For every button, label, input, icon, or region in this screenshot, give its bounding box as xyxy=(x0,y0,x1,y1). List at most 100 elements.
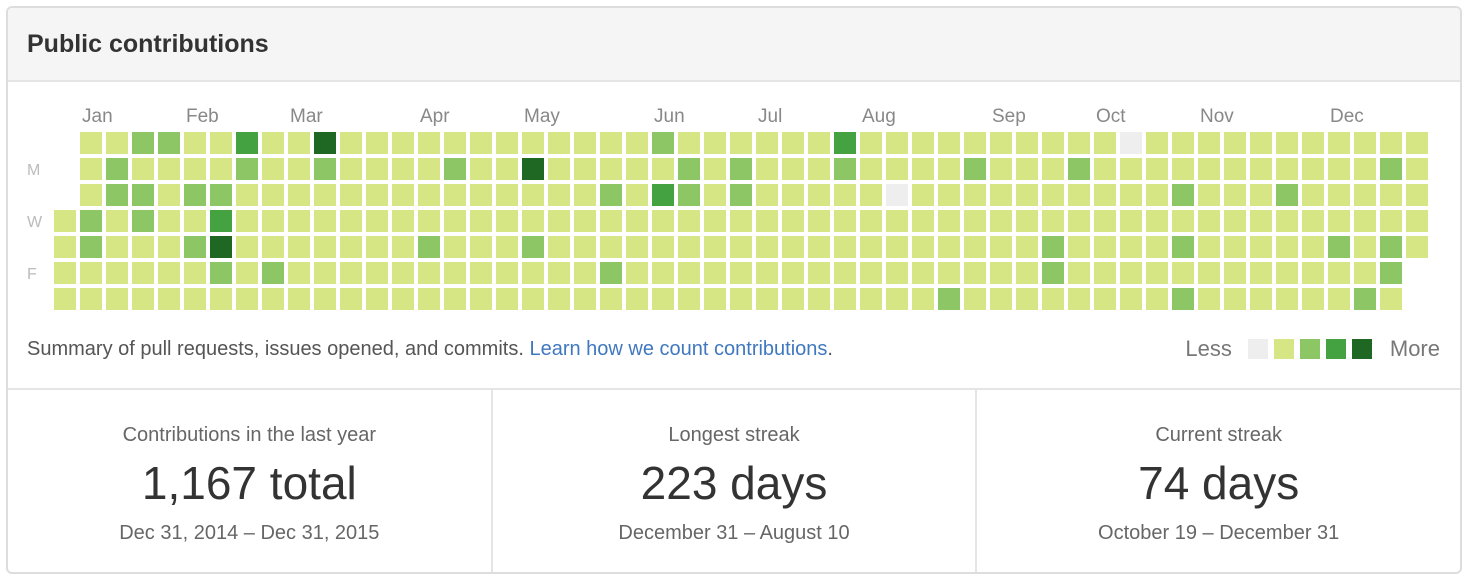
day-cell[interactable] xyxy=(1172,288,1194,310)
day-cell[interactable] xyxy=(314,132,336,154)
day-cell[interactable] xyxy=(106,236,128,258)
day-cell[interactable] xyxy=(678,210,700,232)
day-cell[interactable] xyxy=(392,262,414,284)
day-cell[interactable] xyxy=(626,210,648,232)
day-cell[interactable] xyxy=(132,262,154,284)
day-cell[interactable] xyxy=(158,158,180,180)
day-cell[interactable] xyxy=(574,184,596,206)
day-cell[interactable] xyxy=(808,132,830,154)
day-cell[interactable] xyxy=(496,210,518,232)
day-cell[interactable] xyxy=(1406,132,1428,154)
day-cell[interactable] xyxy=(730,184,752,206)
day-cell[interactable] xyxy=(1120,184,1142,206)
day-cell[interactable] xyxy=(1224,158,1246,180)
day-cell[interactable] xyxy=(1198,132,1220,154)
day-cell[interactable] xyxy=(314,288,336,310)
day-cell[interactable] xyxy=(756,262,778,284)
day-cell[interactable] xyxy=(158,184,180,206)
day-cell[interactable] xyxy=(990,184,1012,206)
day-cell[interactable] xyxy=(392,288,414,310)
day-cell[interactable] xyxy=(1068,132,1090,154)
day-cell[interactable] xyxy=(730,236,752,258)
day-cell[interactable] xyxy=(184,132,206,154)
day-cell[interactable] xyxy=(262,236,284,258)
day-cell[interactable] xyxy=(262,288,284,310)
day-cell[interactable] xyxy=(1302,210,1324,232)
day-cell[interactable] xyxy=(756,210,778,232)
day-cell[interactable] xyxy=(1380,158,1402,180)
day-cell[interactable] xyxy=(886,262,908,284)
day-cell[interactable] xyxy=(938,288,960,310)
day-cell[interactable] xyxy=(1094,132,1116,154)
day-cell[interactable] xyxy=(288,236,310,258)
day-cell[interactable] xyxy=(964,132,986,154)
day-cell[interactable] xyxy=(808,262,830,284)
day-cell[interactable] xyxy=(1406,210,1428,232)
day-cell[interactable] xyxy=(1146,236,1168,258)
day-cell[interactable] xyxy=(106,262,128,284)
day-cell[interactable] xyxy=(1250,262,1272,284)
day-cell[interactable] xyxy=(548,262,570,284)
day-cell[interactable] xyxy=(236,262,258,284)
day-cell[interactable] xyxy=(808,184,830,206)
day-cell[interactable] xyxy=(366,262,388,284)
day-cell[interactable] xyxy=(782,210,804,232)
day-cell[interactable] xyxy=(574,288,596,310)
day-cell[interactable] xyxy=(236,288,258,310)
day-cell[interactable] xyxy=(418,210,440,232)
day-cell[interactable] xyxy=(548,132,570,154)
day-cell[interactable] xyxy=(782,158,804,180)
day-cell[interactable] xyxy=(444,288,466,310)
day-cell[interactable] xyxy=(626,236,648,258)
day-cell[interactable] xyxy=(678,158,700,180)
day-cell[interactable] xyxy=(288,158,310,180)
day-cell[interactable] xyxy=(184,288,206,310)
day-cell[interactable] xyxy=(548,210,570,232)
day-cell[interactable] xyxy=(1146,210,1168,232)
day-cell[interactable] xyxy=(184,236,206,258)
day-cell[interactable] xyxy=(652,158,674,180)
day-cell[interactable] xyxy=(1198,210,1220,232)
day-cell[interactable] xyxy=(340,184,362,206)
day-cell[interactable] xyxy=(704,184,726,206)
day-cell[interactable] xyxy=(860,184,882,206)
day-cell[interactable] xyxy=(288,262,310,284)
day-cell[interactable] xyxy=(1172,210,1194,232)
day-cell[interactable] xyxy=(80,158,102,180)
day-cell[interactable] xyxy=(756,236,778,258)
day-cell[interactable] xyxy=(1016,262,1038,284)
day-cell[interactable] xyxy=(1198,184,1220,206)
day-cell[interactable] xyxy=(704,262,726,284)
day-cell[interactable] xyxy=(678,262,700,284)
day-cell[interactable] xyxy=(158,236,180,258)
day-cell[interactable] xyxy=(1380,262,1402,284)
day-cell[interactable] xyxy=(54,288,76,310)
day-cell[interactable] xyxy=(522,132,544,154)
day-cell[interactable] xyxy=(314,236,336,258)
day-cell[interactable] xyxy=(938,262,960,284)
day-cell[interactable] xyxy=(912,288,934,310)
day-cell[interactable] xyxy=(1068,288,1090,310)
day-cell[interactable] xyxy=(1380,288,1402,310)
day-cell[interactable] xyxy=(626,158,648,180)
day-cell[interactable] xyxy=(1354,262,1376,284)
day-cell[interactable] xyxy=(314,262,336,284)
day-cell[interactable] xyxy=(938,210,960,232)
day-cell[interactable] xyxy=(470,288,492,310)
day-cell[interactable] xyxy=(1276,210,1298,232)
day-cell[interactable] xyxy=(184,210,206,232)
day-cell[interactable] xyxy=(990,158,1012,180)
day-cell[interactable] xyxy=(522,184,544,206)
day-cell[interactable] xyxy=(990,288,1012,310)
day-cell[interactable] xyxy=(704,132,726,154)
day-cell[interactable] xyxy=(418,158,440,180)
day-cell[interactable] xyxy=(262,132,284,154)
day-cell[interactable] xyxy=(366,288,388,310)
day-cell[interactable] xyxy=(626,262,648,284)
day-cell[interactable] xyxy=(1198,262,1220,284)
day-cell[interactable] xyxy=(54,262,76,284)
day-cell[interactable] xyxy=(1250,236,1272,258)
day-cell[interactable] xyxy=(1042,288,1064,310)
day-cell[interactable] xyxy=(1276,236,1298,258)
day-cell[interactable] xyxy=(1328,210,1350,232)
